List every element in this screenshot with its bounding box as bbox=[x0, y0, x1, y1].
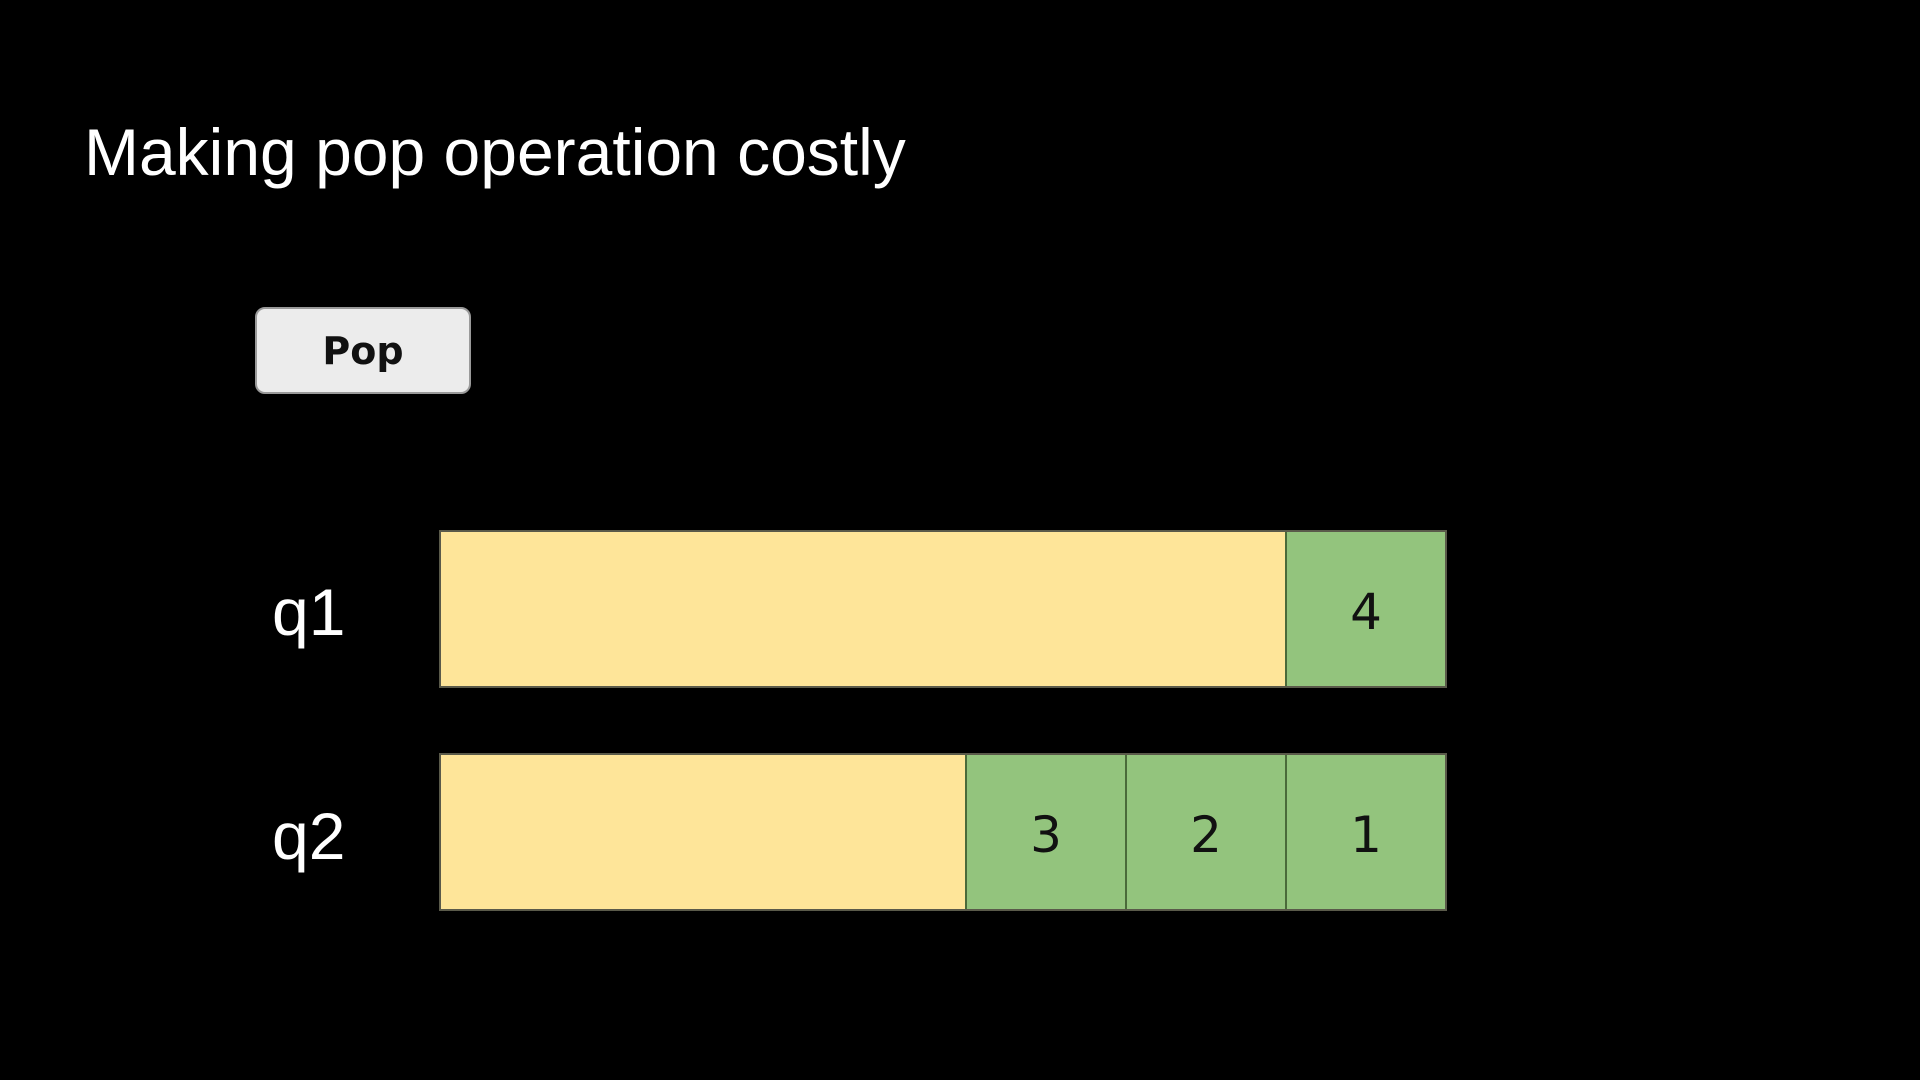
queue-q2-cell: 3 bbox=[965, 755, 1125, 909]
queue-q1-cell: 4 bbox=[1285, 532, 1445, 686]
pop-button[interactable]: Pop bbox=[255, 307, 471, 394]
queue-q2: 3 2 1 bbox=[439, 753, 1447, 911]
queue-q2-cell: 1 bbox=[1285, 755, 1445, 909]
slide-title: Making pop operation costly bbox=[84, 115, 906, 189]
queue-q2-cell: 2 bbox=[1125, 755, 1285, 909]
queue-q1-empty-region bbox=[441, 532, 1285, 686]
queue-label-q1: q1 bbox=[272, 575, 346, 649]
queue-q2-empty-region bbox=[441, 755, 965, 909]
queue-q1: 4 bbox=[439, 530, 1447, 688]
queue-label-q2: q2 bbox=[272, 799, 346, 873]
pop-button-label: Pop bbox=[322, 328, 404, 373]
